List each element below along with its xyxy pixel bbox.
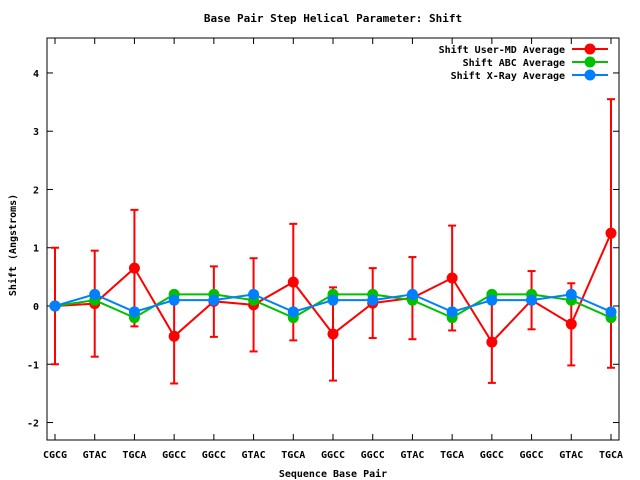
x-tick-label-14: TGCA [599,450,623,461]
x-tick-label-6: TGCA [281,450,305,461]
data-point-0-3 [168,330,180,342]
y-axis-label: Shift (Angstroms) [7,194,19,296]
legend-label-0: Shift User-MD Average [439,44,565,56]
legend-label-1: Shift ABC Average [463,57,565,69]
data-point-2-8 [367,294,379,306]
legend-marker-0 [584,43,596,55]
x-tick-label-2: TGCA [122,450,146,461]
legend-marker-1 [584,56,596,68]
x-axis-label: Sequence Base Pair [279,468,387,480]
data-point-2-12 [526,294,538,306]
data-point-2-2 [128,306,140,318]
x-tick-label-0: CGCG [43,450,67,461]
data-point-0-13 [565,318,577,330]
data-point-2-3 [168,294,180,306]
x-tick-label-12: GGCC [520,450,544,461]
data-point-2-10 [446,306,458,318]
data-point-0-6 [287,276,299,288]
data-point-2-5 [248,288,260,300]
legend-marker-2 [584,69,596,81]
y-tick-label-5: 3 [33,127,39,138]
data-point-2-1 [89,288,101,300]
data-point-2-14 [605,306,617,318]
data-point-0-14 [605,227,617,239]
chart-title: Base Pair Step Helical Parameter: Shift [204,12,462,25]
x-tick-label-10: TGCA [440,450,464,461]
plot-area: -2 -1 0 1 2 3 4 CGCG GTAC TGCA GGCC GGCC GTAC TGCA GGC… [27,37,623,461]
data-point-2-9 [406,288,418,300]
series-0 [49,98,617,385]
x-tick-label-7: GGCC [321,450,345,461]
y-tick-label-3: 1 [33,244,39,255]
data-point-2-13 [565,288,577,300]
data-point-2-7 [327,294,339,306]
x-tick-label-1: GTAC [83,450,107,461]
x-tick-label-13: GTAC [559,450,583,461]
y-tick-label-4: 2 [33,185,39,196]
y-tick-label-2: 0 [33,302,39,313]
data-point-2-0 [49,300,61,312]
y-tick-label-1: -1 [27,360,39,371]
data-point-2-6 [287,306,299,318]
x-tick-label-5: GTAC [242,450,266,461]
data-point-0-11 [486,336,498,348]
x-tick-label-8: GGCC [361,450,385,461]
y-tick-label-0: -2 [27,419,39,430]
x-tick-label-4: GGCC [202,450,226,461]
x-tick-label-11: GGCC [480,450,504,461]
data-point-2-4 [208,294,220,306]
data-point-2-11 [486,294,498,306]
series-2 [49,288,617,318]
legend-label-2: Shift X-Ray Average [451,70,565,82]
x-tick-label-9: GTAC [400,450,424,461]
data-point-0-7 [327,328,339,340]
y-tick-label-6: 4 [33,69,39,80]
x-tick-label-3: GGCC [162,450,186,461]
data-point-0-10 [446,272,458,284]
data-point-0-2 [128,262,140,274]
